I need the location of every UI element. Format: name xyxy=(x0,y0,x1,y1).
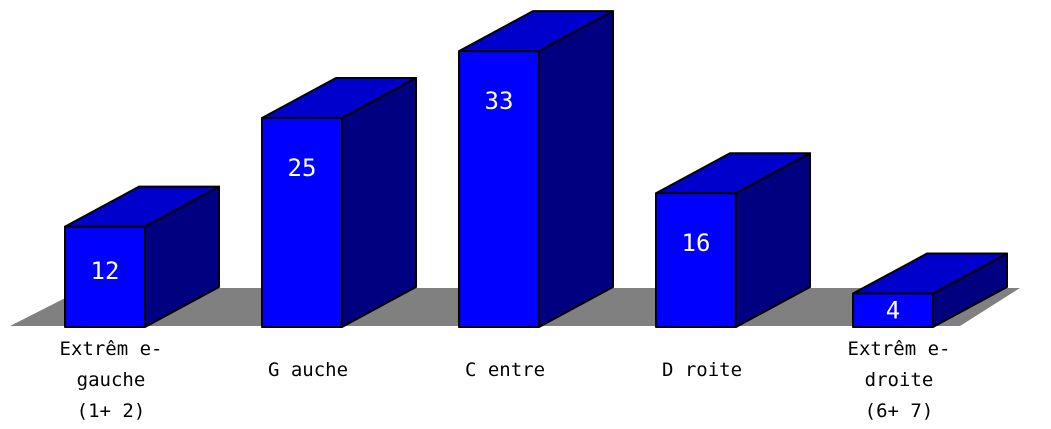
bar-2: 33 xyxy=(458,10,614,328)
bar-side xyxy=(341,77,417,328)
category-label: G auche xyxy=(268,359,348,381)
bar-value-label: 12 xyxy=(91,257,120,285)
category-label: droite xyxy=(865,369,934,391)
bar-0: 12 xyxy=(64,185,220,328)
bar-3: 16 xyxy=(655,152,811,328)
bar-value-label: 25 xyxy=(288,154,317,182)
category-label: C entre xyxy=(465,359,545,381)
category-label: D roite xyxy=(662,359,742,381)
category-label: gauche xyxy=(77,369,146,391)
bar-1: 25 xyxy=(261,77,417,328)
bar-4: 4 xyxy=(852,252,1008,328)
category-label: Extrêm e- xyxy=(848,338,951,360)
category-label: (1+ 2) xyxy=(77,400,146,422)
bar-value-label: 4 xyxy=(886,296,900,324)
bar-front xyxy=(261,117,343,328)
category-label: Extrêm e- xyxy=(60,338,163,360)
bar-side xyxy=(538,10,614,328)
bar-front xyxy=(852,292,934,328)
labels-layer: Extrêm e-gauche (1+ 2) G auche C entre D roi… xyxy=(60,338,951,422)
bar-front xyxy=(458,50,540,328)
bar-value-label: 16 xyxy=(682,229,711,257)
bar-value-label: 33 xyxy=(485,87,514,115)
category-label: (6+ 7) xyxy=(865,400,934,422)
bar-front xyxy=(64,225,146,328)
bars-layer: 12 25 33 16 4 xyxy=(64,10,1008,328)
bar-front xyxy=(655,192,737,328)
